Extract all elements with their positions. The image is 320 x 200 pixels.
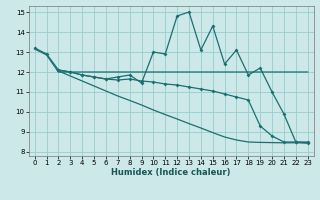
X-axis label: Humidex (Indice chaleur): Humidex (Indice chaleur) — [111, 168, 231, 177]
